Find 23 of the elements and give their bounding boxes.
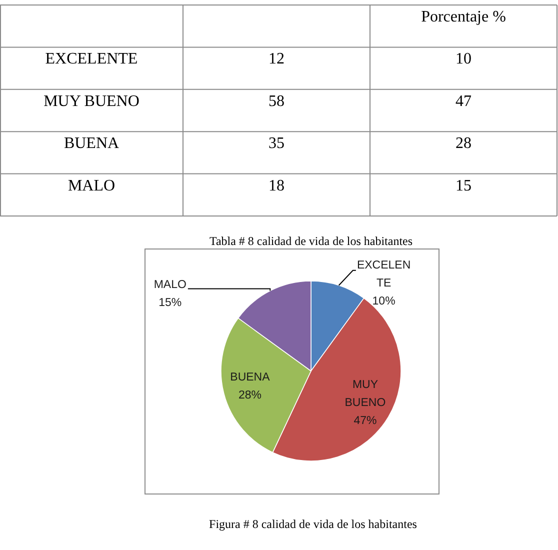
data-label: 35: [268, 135, 284, 152]
data-label: 28%: [238, 390, 262, 402]
data-label: 28: [456, 135, 472, 152]
data-label: 47: [456, 92, 472, 110]
data-label: 47%: [354, 415, 377, 428]
data-label: 58: [268, 92, 284, 110]
data-label: 10%: [372, 295, 396, 308]
data-label: 18: [268, 177, 284, 194]
slice-label: MUY BUENO: [344, 379, 386, 410]
text: Figura # 8 calidad de vida de los habitantes: [209, 517, 418, 531]
text: Tabla # 8 calidad de vida de los habitantes: [209, 234, 413, 248]
data-label: 15%: [158, 296, 182, 309]
slice-label: MALO: [154, 278, 186, 291]
category-label: BUENA: [64, 135, 120, 152]
data-label: 15: [456, 177, 472, 194]
category-label: MALO: [68, 177, 116, 194]
text: Porcentaje %: [421, 8, 506, 26]
data-label: 10: [456, 50, 472, 68]
category-label: EXCELENTE: [45, 50, 138, 68]
slice-label: BUENA: [230, 372, 270, 384]
slice-label: EXCELENTE: [356, 259, 411, 290]
category-label: MUY BUENO: [44, 92, 140, 110]
data-label: 12: [268, 50, 284, 68]
